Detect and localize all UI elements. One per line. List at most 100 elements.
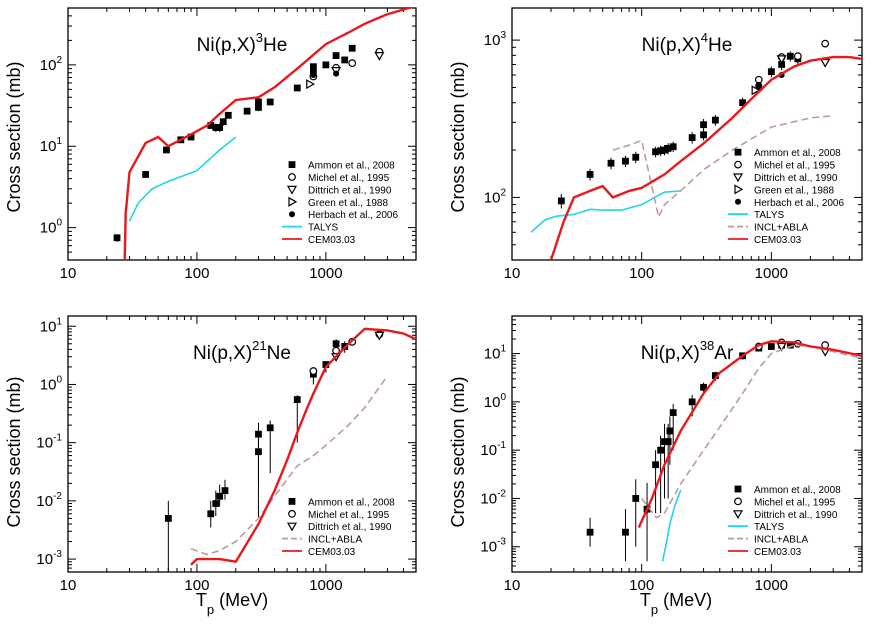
y-axis-title-bottom-right: Cross section (mb) [448, 376, 468, 527]
series-line-cem03-03 [637, 340, 862, 528]
chart-panel-ne3he: 10 100 1000 100 101 102 Ni(p,X)3He Ammon et al.… [40, 7, 417, 282]
legend-marker [288, 509, 296, 518]
legend-label: CEM03.03 [308, 235, 356, 246]
data-point [163, 146, 170, 154]
panel-title: Ni(p,X)4He [642, 30, 733, 56]
y-tick-label: 100 [40, 218, 63, 237]
data-point [652, 148, 659, 156]
x-axis-title-bottom-left: Tp (MeV) [196, 590, 268, 617]
data-point [293, 396, 301, 403]
data-point [221, 487, 229, 495]
data-point [739, 99, 746, 107]
data-point [661, 438, 668, 446]
data-point [310, 72, 317, 79]
legend-marker [735, 198, 741, 205]
legend-marker [288, 161, 296, 168]
legend-label: CEM03.03 [754, 235, 802, 246]
legend-label: Michel et al., 1995 [308, 510, 390, 521]
data-point [632, 495, 640, 502]
data-point [266, 424, 274, 432]
panel-title: Ni(p,X)3He [197, 30, 288, 56]
data-point [700, 121, 707, 129]
data-point [755, 81, 762, 88]
data-point [266, 98, 274, 106]
data-point [255, 98, 262, 106]
data-point [207, 122, 215, 129]
legend-label: INCL+ABLA [754, 535, 809, 546]
legend-label: Herbach et al., 2006 [754, 198, 844, 209]
x-tick-label: 100 [629, 577, 654, 594]
chart-panel-ne4he: 10 100 1000 102 103 Ni(p,X)4He Ammon et al., 2… [484, 7, 863, 282]
data-point [348, 59, 357, 68]
x-tick-label: 100 [629, 265, 654, 282]
legend-label: Ammon et al., 2008 [308, 497, 395, 508]
x-tick-label: 10 [504, 265, 521, 282]
data-point [309, 367, 318, 375]
y-tick-label: 100 [484, 392, 507, 411]
y-tick-label: 102 [484, 187, 507, 206]
legend-label: Dittrich et al., 1990 [308, 185, 392, 196]
data-point [700, 383, 707, 391]
series-line-incl-abla [190, 375, 389, 556]
data-point [622, 157, 629, 165]
data-point [309, 63, 317, 71]
x-tick-label: 10 [60, 577, 77, 594]
legend-label: Herbach et al., 2006 [308, 210, 398, 221]
data-point [820, 58, 831, 68]
legend-label: Ammon et al., 2008 [754, 485, 841, 496]
series-line-cem03-03 [549, 55, 862, 260]
legend-marker [734, 184, 744, 195]
data-point [212, 500, 220, 507]
x-axis-title-unit: (MeV) [658, 590, 712, 610]
data-point [255, 430, 262, 438]
data-point [632, 153, 640, 161]
series-line-talys [661, 489, 682, 562]
y-tick-label: 101 [40, 136, 63, 155]
x-tick-label: 1000 [309, 265, 342, 282]
data-point [332, 340, 340, 348]
data-point [652, 461, 659, 469]
legend-marker [289, 211, 295, 218]
data-point [216, 124, 224, 131]
x-tick-label: 1000 [755, 577, 788, 594]
data-point [661, 146, 668, 154]
legend-marker [288, 498, 296, 505]
data-point [212, 124, 220, 131]
legend-label: Michel et al., 1995 [754, 161, 836, 172]
y-tick-label: 100 [40, 374, 63, 393]
legend-label: CEM03.03 [754, 547, 802, 558]
data-point [586, 171, 594, 178]
data-point [216, 492, 224, 500]
x-tick-label: 1000 [309, 577, 342, 594]
x-tick-label: 100 [184, 577, 209, 594]
data-point [113, 234, 121, 242]
legend-label: Dittrich et al., 1990 [754, 510, 838, 521]
data-point [776, 55, 787, 65]
legend-marker [288, 173, 296, 181]
legend-marker [288, 196, 298, 207]
y-axis-title-top-right: Cross section (mb) [448, 61, 468, 212]
chart-panel-ne21ne: 10 100 1000 10-3 10-2 10-1 100 101 Ni(p,X)21Ne Am… [36, 315, 417, 594]
legend-label: TALYS [308, 223, 339, 234]
x-tick-label: 100 [184, 265, 209, 282]
legend-label: Michel et al., 1995 [754, 497, 836, 508]
y-tick-label: 10-1 [480, 440, 506, 459]
legend-marker [734, 148, 742, 156]
x-axis-title-unit: (MeV) [214, 590, 268, 610]
x-axis-title-sub: p [651, 602, 658, 617]
data-point [557, 197, 565, 205]
y-tick-label: 10-2 [480, 488, 506, 507]
data-point [293, 84, 301, 92]
data-point [607, 159, 615, 167]
data-point [322, 61, 330, 69]
legend-label: CEM03.03 [308, 547, 356, 558]
data-point [374, 331, 385, 341]
legend-label: Ammon et al., 2008 [308, 161, 395, 172]
data-point [164, 515, 172, 522]
y-axis-title-top-left: Cross section (mb) [4, 61, 24, 212]
data-point [333, 70, 340, 77]
data-point [711, 372, 719, 379]
data-point [778, 61, 786, 68]
